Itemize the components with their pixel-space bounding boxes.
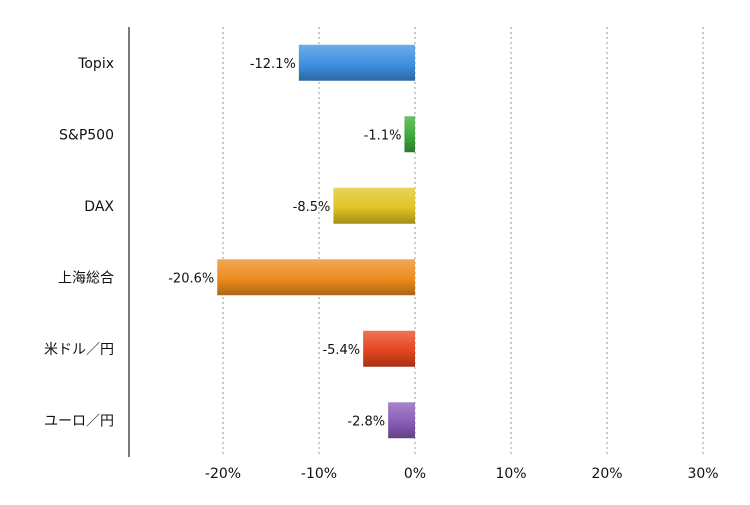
- bar: [298, 44, 415, 81]
- category-label: 上海総合: [58, 270, 114, 286]
- x-tick-label: 20%: [591, 466, 622, 482]
- bar: [388, 402, 415, 439]
- x-tick-label: 10%: [495, 466, 526, 482]
- category-label: Topix: [77, 56, 114, 72]
- category-label: ユーロ／円: [44, 413, 114, 429]
- x-tick-label: 0%: [404, 466, 426, 482]
- data-label: -20.6%: [168, 271, 214, 286]
- bar: [333, 187, 415, 224]
- data-label: -8.5%: [293, 200, 331, 215]
- bars: [217, 44, 415, 439]
- x-tick-label: -20%: [205, 466, 241, 482]
- category-label: DAX: [84, 199, 114, 215]
- x-tick-label: 30%: [687, 466, 718, 482]
- data-label: -1.1%: [364, 128, 402, 143]
- category-label: 米ドル／円: [44, 342, 114, 358]
- gridlines: [222, 27, 704, 457]
- data-label: -2.8%: [347, 414, 385, 429]
- data-label: -12.1%: [250, 57, 296, 72]
- category-label: S&P500: [59, 127, 114, 143]
- bar: [363, 330, 415, 367]
- bar: [404, 116, 415, 153]
- data-label: -5.4%: [322, 343, 360, 358]
- bar: [217, 259, 415, 296]
- data-labels: -12.1% -1.1% -8.5% -20.6% -5.4% -2.8%: [168, 57, 401, 430]
- x-tick-label: -10%: [301, 466, 337, 482]
- x-axis-tick-labels: -20% -10% 0% 10% 20% 30%: [205, 466, 719, 482]
